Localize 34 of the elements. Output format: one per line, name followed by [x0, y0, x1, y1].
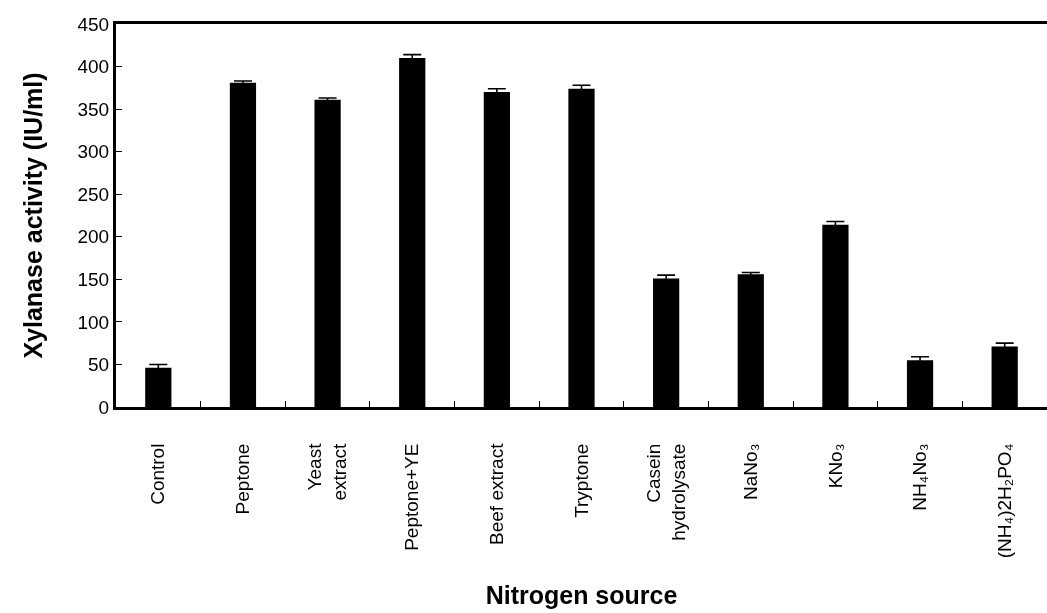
bar [399, 58, 426, 407]
y-tick-label: 400 [77, 56, 110, 78]
bar [145, 367, 172, 407]
bar [314, 99, 341, 407]
y-tick-label: 250 [77, 183, 110, 205]
x-tick-label: NaNo₃ [739, 443, 761, 500]
x-tick-label: Beef extract [486, 442, 508, 545]
x-tick-label: Peptone+YE [401, 443, 423, 551]
bar [568, 88, 595, 407]
x-tick-label: Casein hydrolysate [642, 443, 689, 541]
x-tick-label: NH₄No₃ [909, 443, 931, 511]
y-tick-label: 350 [77, 98, 110, 120]
x-axis-title: Nitrogen source [485, 581, 678, 610]
x-tick-label: (NH₄)2H₂PO₄ [993, 443, 1015, 559]
y-axis-title: Xylanase activity (IU/ml) [19, 72, 48, 359]
y-tick-label: 450 [77, 13, 110, 35]
bar [991, 346, 1018, 407]
y-tick-label: 0 [98, 396, 110, 418]
bar [483, 92, 510, 407]
bar [906, 360, 934, 407]
x-tick-label: Yeast extract [304, 442, 351, 501]
y-tick-label: 200 [77, 226, 110, 248]
bar [653, 278, 680, 407]
x-tick-label: Tryptone [570, 443, 592, 518]
bar [229, 82, 257, 407]
y-tick-label: 50 [88, 354, 110, 376]
x-tick-label: Peptone [232, 443, 254, 515]
y-tick-label: 300 [77, 141, 110, 163]
y-tick-label: 100 [77, 311, 110, 333]
y-tick-label: 150 [77, 268, 110, 290]
bar [737, 274, 764, 407]
bar [822, 224, 849, 407]
x-tick-label: Control [147, 443, 169, 505]
x-tick-label: KNo₃ [824, 443, 846, 489]
